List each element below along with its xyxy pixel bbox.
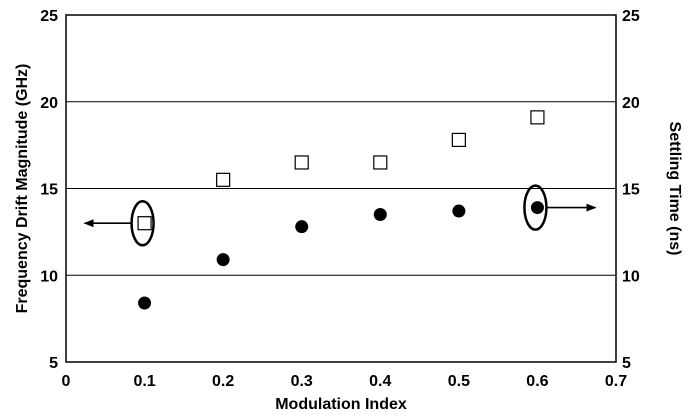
y-tick-label: 20 — [40, 95, 58, 112]
square-point — [216, 172, 231, 187]
y2-tick-label: 25 — [622, 8, 640, 25]
x-tick-label: 0.6 — [526, 373, 548, 390]
square-point — [373, 155, 388, 170]
circle-point — [530, 201, 544, 215]
y-tick-label: 10 — [40, 268, 58, 285]
data-points — [137, 110, 545, 310]
circle-point — [373, 208, 387, 222]
x-tick-label: 0 — [62, 373, 71, 390]
tick-labels: 5 5 10 10 15 15 20 20 25 25 0 0.1 0.2 0.3 0.4 0.5 0.6 0.7 — [40, 8, 640, 390]
circle-point — [295, 220, 309, 234]
y-tick-label: 15 — [40, 182, 58, 199]
x-tick-label: 0.5 — [448, 373, 470, 390]
grid-lines — [66, 101, 616, 276]
x-tick-label: 0.4 — [369, 373, 391, 390]
circle-point — [138, 296, 152, 310]
y2-tick-label: 20 — [622, 95, 640, 112]
x-tick-label: 0.3 — [291, 373, 313, 390]
y2-tick-label: 5 — [622, 355, 631, 372]
square-point — [451, 132, 466, 148]
x-tick-label: 0.2 — [212, 373, 234, 390]
y-axis-title: Frequency Drift Magnitude (GHz) — [14, 64, 31, 314]
y2-axis-title: Settling Time (ns) — [666, 122, 683, 256]
x-tick-label: 0.1 — [133, 373, 155, 390]
square-point — [137, 216, 152, 231]
circle-point — [216, 253, 230, 267]
y2-tick-label: 15 — [622, 182, 640, 199]
square-point — [530, 110, 545, 125]
square-point — [294, 155, 309, 170]
plot-frame — [65, 14, 617, 363]
x-axis-title: Modulation Index — [275, 396, 407, 413]
annotations — [83, 184, 597, 247]
y2-tick-label: 10 — [622, 268, 640, 285]
x-tick-label: 0.7 — [605, 373, 627, 390]
circle-point — [452, 204, 466, 218]
y-tick-label: 5 — [49, 355, 58, 372]
y-tick-label: 25 — [40, 8, 58, 25]
